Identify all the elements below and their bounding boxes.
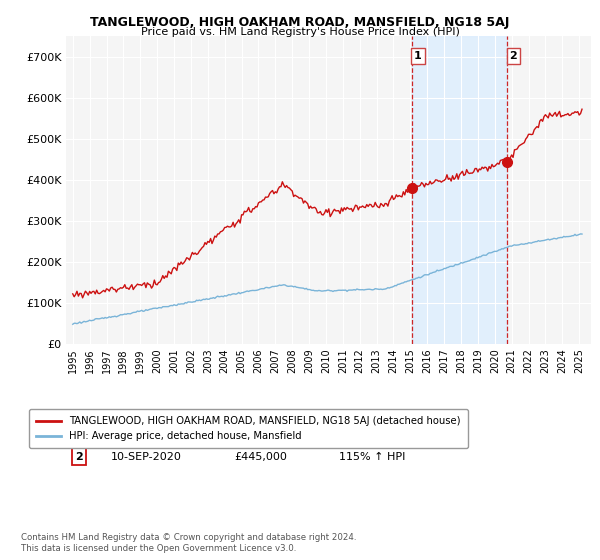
- Text: TANGLEWOOD, HIGH OAKHAM ROAD, MANSFIELD, NG18 5AJ: TANGLEWOOD, HIGH OAKHAM ROAD, MANSFIELD,…: [91, 16, 509, 29]
- Text: 10-SEP-2020: 10-SEP-2020: [110, 452, 182, 462]
- Text: 2: 2: [75, 452, 83, 462]
- Legend: TANGLEWOOD, HIGH OAKHAM ROAD, MANSFIELD, NG18 5AJ (detached house), HPI: Average: TANGLEWOOD, HIGH OAKHAM ROAD, MANSFIELD,…: [29, 409, 467, 449]
- Text: £445,000: £445,000: [234, 452, 287, 462]
- Text: Contains HM Land Registry data © Crown copyright and database right 2024.
This d: Contains HM Land Registry data © Crown c…: [21, 533, 356, 553]
- Text: Price paid vs. HM Land Registry's House Price Index (HPI): Price paid vs. HM Land Registry's House …: [140, 27, 460, 37]
- Text: 2: 2: [509, 51, 517, 61]
- Text: 1: 1: [414, 51, 422, 61]
- Text: 23-JAN-2015: 23-JAN-2015: [110, 433, 181, 444]
- Text: 115% ↑ HPI: 115% ↑ HPI: [339, 452, 406, 462]
- Text: 136% ↑ HPI: 136% ↑ HPI: [339, 433, 406, 444]
- Text: 1: 1: [75, 433, 83, 444]
- Bar: [412, 36, 507, 344]
- Text: £380,000: £380,000: [234, 433, 287, 444]
